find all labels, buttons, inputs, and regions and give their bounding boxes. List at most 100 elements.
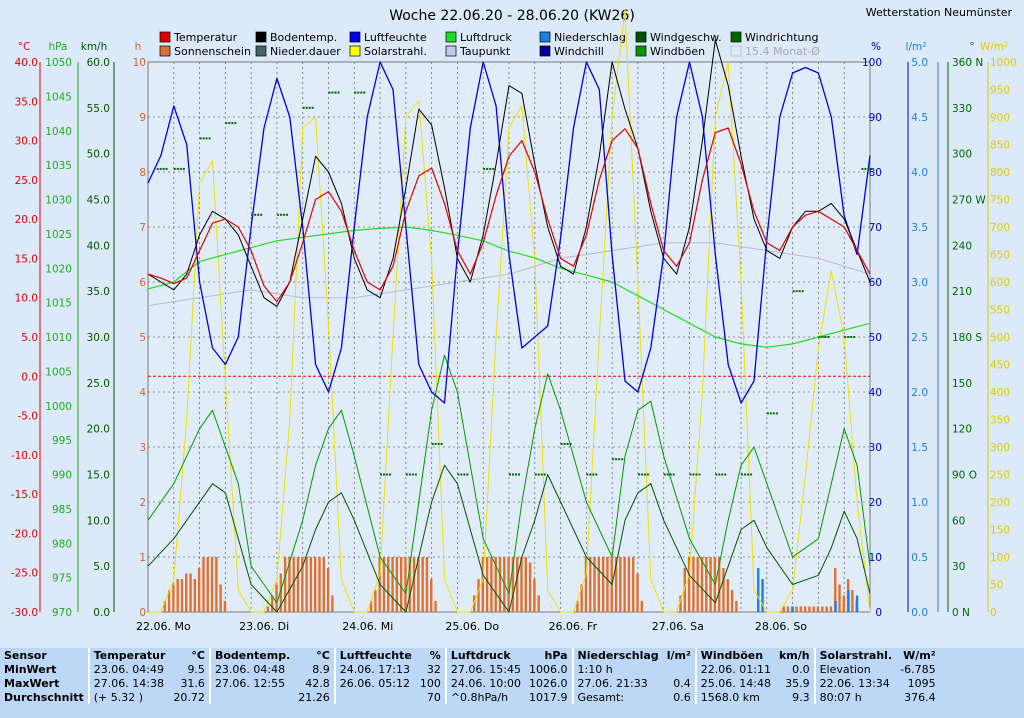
stats-table: Sensor Temperatur °C Bodentemp. °C Luftfeu…: [0, 648, 940, 704]
day-label: 23.06. Di: [239, 620, 289, 633]
sunshine-bar: [412, 557, 416, 612]
axis-tick-direction: 270 W: [952, 195, 986, 207]
sunshine-bar: [223, 601, 227, 612]
wind-direction-dot: [543, 473, 546, 476]
wind-direction-dot: [798, 290, 801, 293]
axis-tick-wind: 40.0: [87, 240, 110, 252]
sunshine-bar: [473, 595, 476, 612]
sunshine-bar: [180, 579, 184, 612]
sunshine-bar: [786, 606, 790, 612]
day-label: 24.06. Mi: [342, 620, 393, 633]
wind-direction-dot: [328, 91, 331, 94]
axis-tick-rain: 4.5: [911, 112, 928, 124]
legend-swatch: [445, 45, 457, 57]
sunshine-bar: [799, 606, 803, 612]
legend-swatch: [349, 45, 361, 57]
stats-cell-value: 1006.0: [529, 662, 568, 676]
sunshine-bar: [417, 557, 420, 612]
stats-cell-time: [333, 690, 416, 704]
wind-direction-dot: [228, 122, 231, 125]
wind-direction-dot: [179, 167, 182, 170]
stats-cell-time: (+ 5.32 ): [87, 690, 170, 704]
axis-tick-direction: 330: [952, 103, 972, 115]
sunshine-bar: [520, 557, 523, 612]
wind-direction-dot: [285, 213, 288, 216]
wind-direction-dot: [408, 473, 411, 476]
axis-tick-wind: 5.0: [93, 561, 110, 573]
stats-cell-value: 1026.0: [529, 676, 568, 690]
wind-direction-dot: [692, 473, 695, 476]
sunshine-bar: [266, 606, 270, 612]
wind-direction-dot: [637, 473, 640, 476]
axis-tick-rain: 0.5: [911, 552, 928, 564]
legend-swatch: [730, 31, 742, 43]
stats-cell-value: 21.26: [298, 690, 330, 704]
sunshine-bar: [477, 579, 480, 612]
sunshine-bar: [434, 601, 437, 612]
legend-swatch: [635, 45, 647, 57]
wind-direction-dot: [566, 442, 569, 445]
sunshine-bar: [387, 557, 390, 612]
wind-direction-dot: [718, 473, 721, 476]
stats-cell-time: ^0.8hPa/h: [444, 690, 526, 704]
wind-direction-dot: [334, 91, 337, 94]
sunshine-bar: [632, 557, 635, 612]
axis-tick-wind: 25.0: [87, 378, 110, 390]
stats-cell-value: 100: [419, 676, 441, 690]
axis-tick-sunshine: 0: [139, 607, 146, 619]
stats-cell-time: Elevation: [813, 662, 897, 676]
axis-tick-direction: 150: [952, 378, 972, 390]
rain-bar: [791, 606, 794, 612]
axis-tick-humidity: 50: [869, 332, 882, 344]
sunshine-bar: [782, 606, 785, 612]
axis-tick-pressure: 1005: [45, 366, 72, 378]
legend-swatch: [730, 45, 742, 57]
axis-tick-pressure: 1025: [45, 229, 72, 241]
axis-tick-solar: 400: [990, 387, 1010, 399]
axis-tick-temp: -15.0: [11, 489, 38, 501]
sunshine-bar: [511, 557, 515, 612]
wind-direction-dot: [182, 167, 185, 170]
stats-row-label: MaxWert: [4, 676, 60, 690]
sunshine-bar: [533, 579, 536, 612]
wind-direction-dot: [589, 473, 592, 476]
wind-direction-dot: [208, 137, 211, 140]
legend-swatch: [539, 31, 551, 43]
stats-cell-value: 0.4: [673, 676, 691, 690]
sunshine-bar: [842, 595, 846, 612]
legend-swatch: [255, 45, 267, 57]
axis-tick-solar: 900: [990, 112, 1010, 124]
axis-tick-temp: -25.0: [11, 568, 38, 580]
wind-direction-dot: [337, 91, 340, 94]
sunshine-bar: [301, 557, 304, 612]
axis-tick-humidity: 30: [869, 442, 882, 454]
legend-label: Temperatur: [173, 31, 238, 44]
wind-direction-dot: [308, 106, 311, 109]
stats-cell-time: 1:10 h: [571, 662, 663, 676]
axis-tick-solar: 700: [990, 222, 1010, 234]
wind-direction-dot: [724, 473, 727, 476]
wind-direction-dot: [440, 442, 443, 445]
wind-direction-dot: [698, 473, 701, 476]
wind-direction-dot: [483, 167, 486, 170]
axis-tick-pressure: 970: [52, 607, 72, 619]
legend-label: Nieder.dauer: [270, 45, 341, 58]
legend-swatch: [445, 31, 457, 43]
wind-direction-dot: [721, 473, 724, 476]
wind-direction-dot: [260, 213, 263, 216]
legend-label: 15.4 Monat-Ø: [745, 45, 820, 58]
stats-row-min: MinWert 23.06. 04:49 9.5 23.06. 04:48 8.9 …: [0, 662, 940, 676]
sunshine-bar: [197, 568, 201, 612]
wind-direction-dot: [595, 473, 598, 476]
axis-tick-humidity: 70: [869, 222, 882, 234]
legend-label: Taupunkt: [459, 45, 511, 58]
sunshine-bar: [851, 590, 854, 612]
day-label: 25.06. Do: [445, 620, 499, 633]
wind-direction-dot: [276, 213, 279, 216]
legend-swatch: [635, 31, 647, 43]
axis-tick-temp: 5.0: [21, 332, 38, 344]
windgust-line: [147, 354, 871, 604]
axis-tick-pressure: 1035: [45, 160, 72, 172]
sunshine-bar: [408, 557, 411, 612]
sunshine-bar: [279, 573, 283, 612]
